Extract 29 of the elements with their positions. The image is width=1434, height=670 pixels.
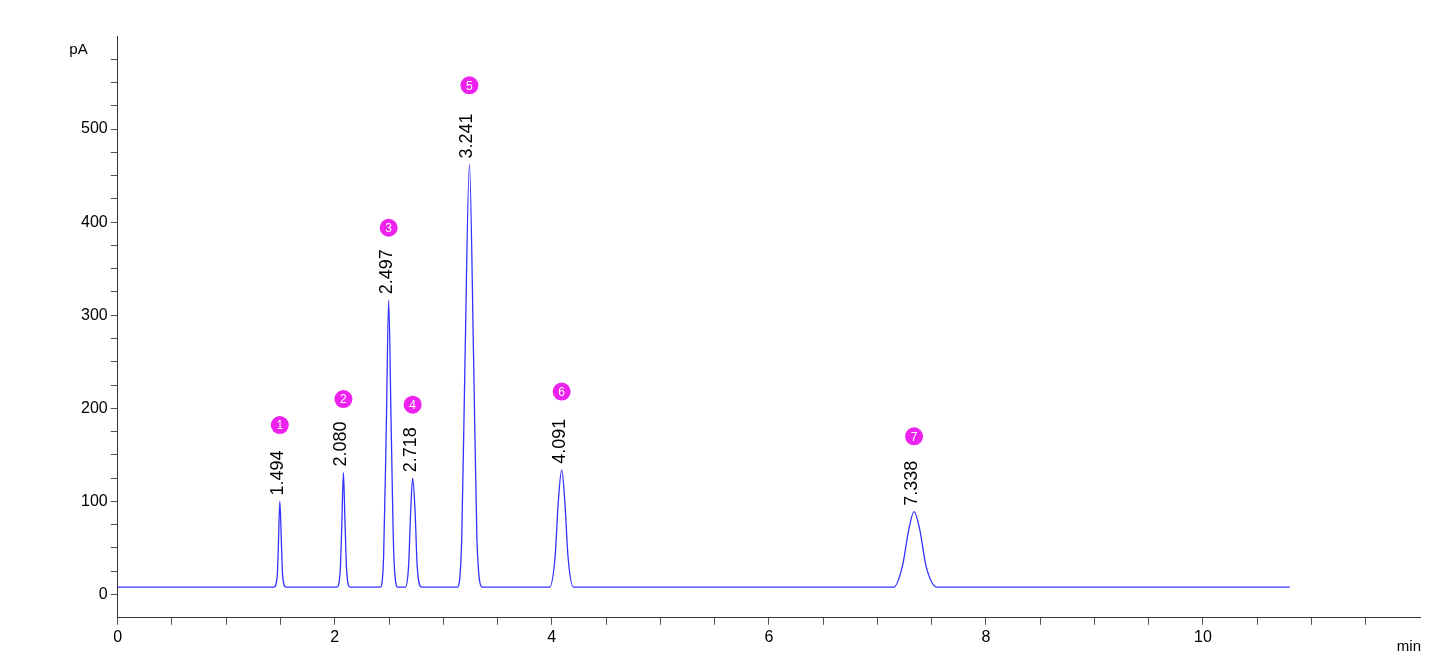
y-tick-label: 200: [80, 398, 108, 416]
y-tick-label: 100: [80, 491, 108, 509]
annotation: 7: [910, 429, 918, 444]
annotation: 2: [340, 392, 348, 407]
x-tick-label: 2: [330, 627, 340, 645]
annotation: 7.338: [901, 460, 922, 506]
x-tick-label: 8: [981, 627, 991, 645]
annotation: 2.080: [330, 421, 351, 467]
x-tick-label: 0: [113, 627, 123, 645]
y-axis-title: pA: [69, 40, 88, 58]
annotation: 2.497: [375, 249, 396, 295]
annotation: 4: [409, 397, 417, 412]
x-axis-title: min: [1396, 636, 1421, 654]
annotation: 6: [558, 384, 566, 399]
annotation: 2.718: [399, 427, 420, 473]
y-tick-label: 300: [80, 305, 108, 323]
annotation: 4.091: [548, 418, 569, 464]
annotation: 1: [276, 418, 284, 433]
x-tick-label: 10: [1194, 627, 1212, 645]
x-tick-label: 4: [547, 627, 557, 645]
y-tick-label: 0: [98, 584, 108, 602]
annotation: 3.241: [456, 113, 477, 159]
line-series: [117, 163, 1291, 588]
annotation: 5: [466, 78, 474, 93]
x-tick-label: 6: [764, 627, 774, 645]
y-tick-label: 400: [80, 212, 108, 230]
annotation: 3: [385, 221, 393, 236]
y-tick-label: 500: [80, 119, 108, 137]
annotation: 1.494: [266, 450, 287, 496]
